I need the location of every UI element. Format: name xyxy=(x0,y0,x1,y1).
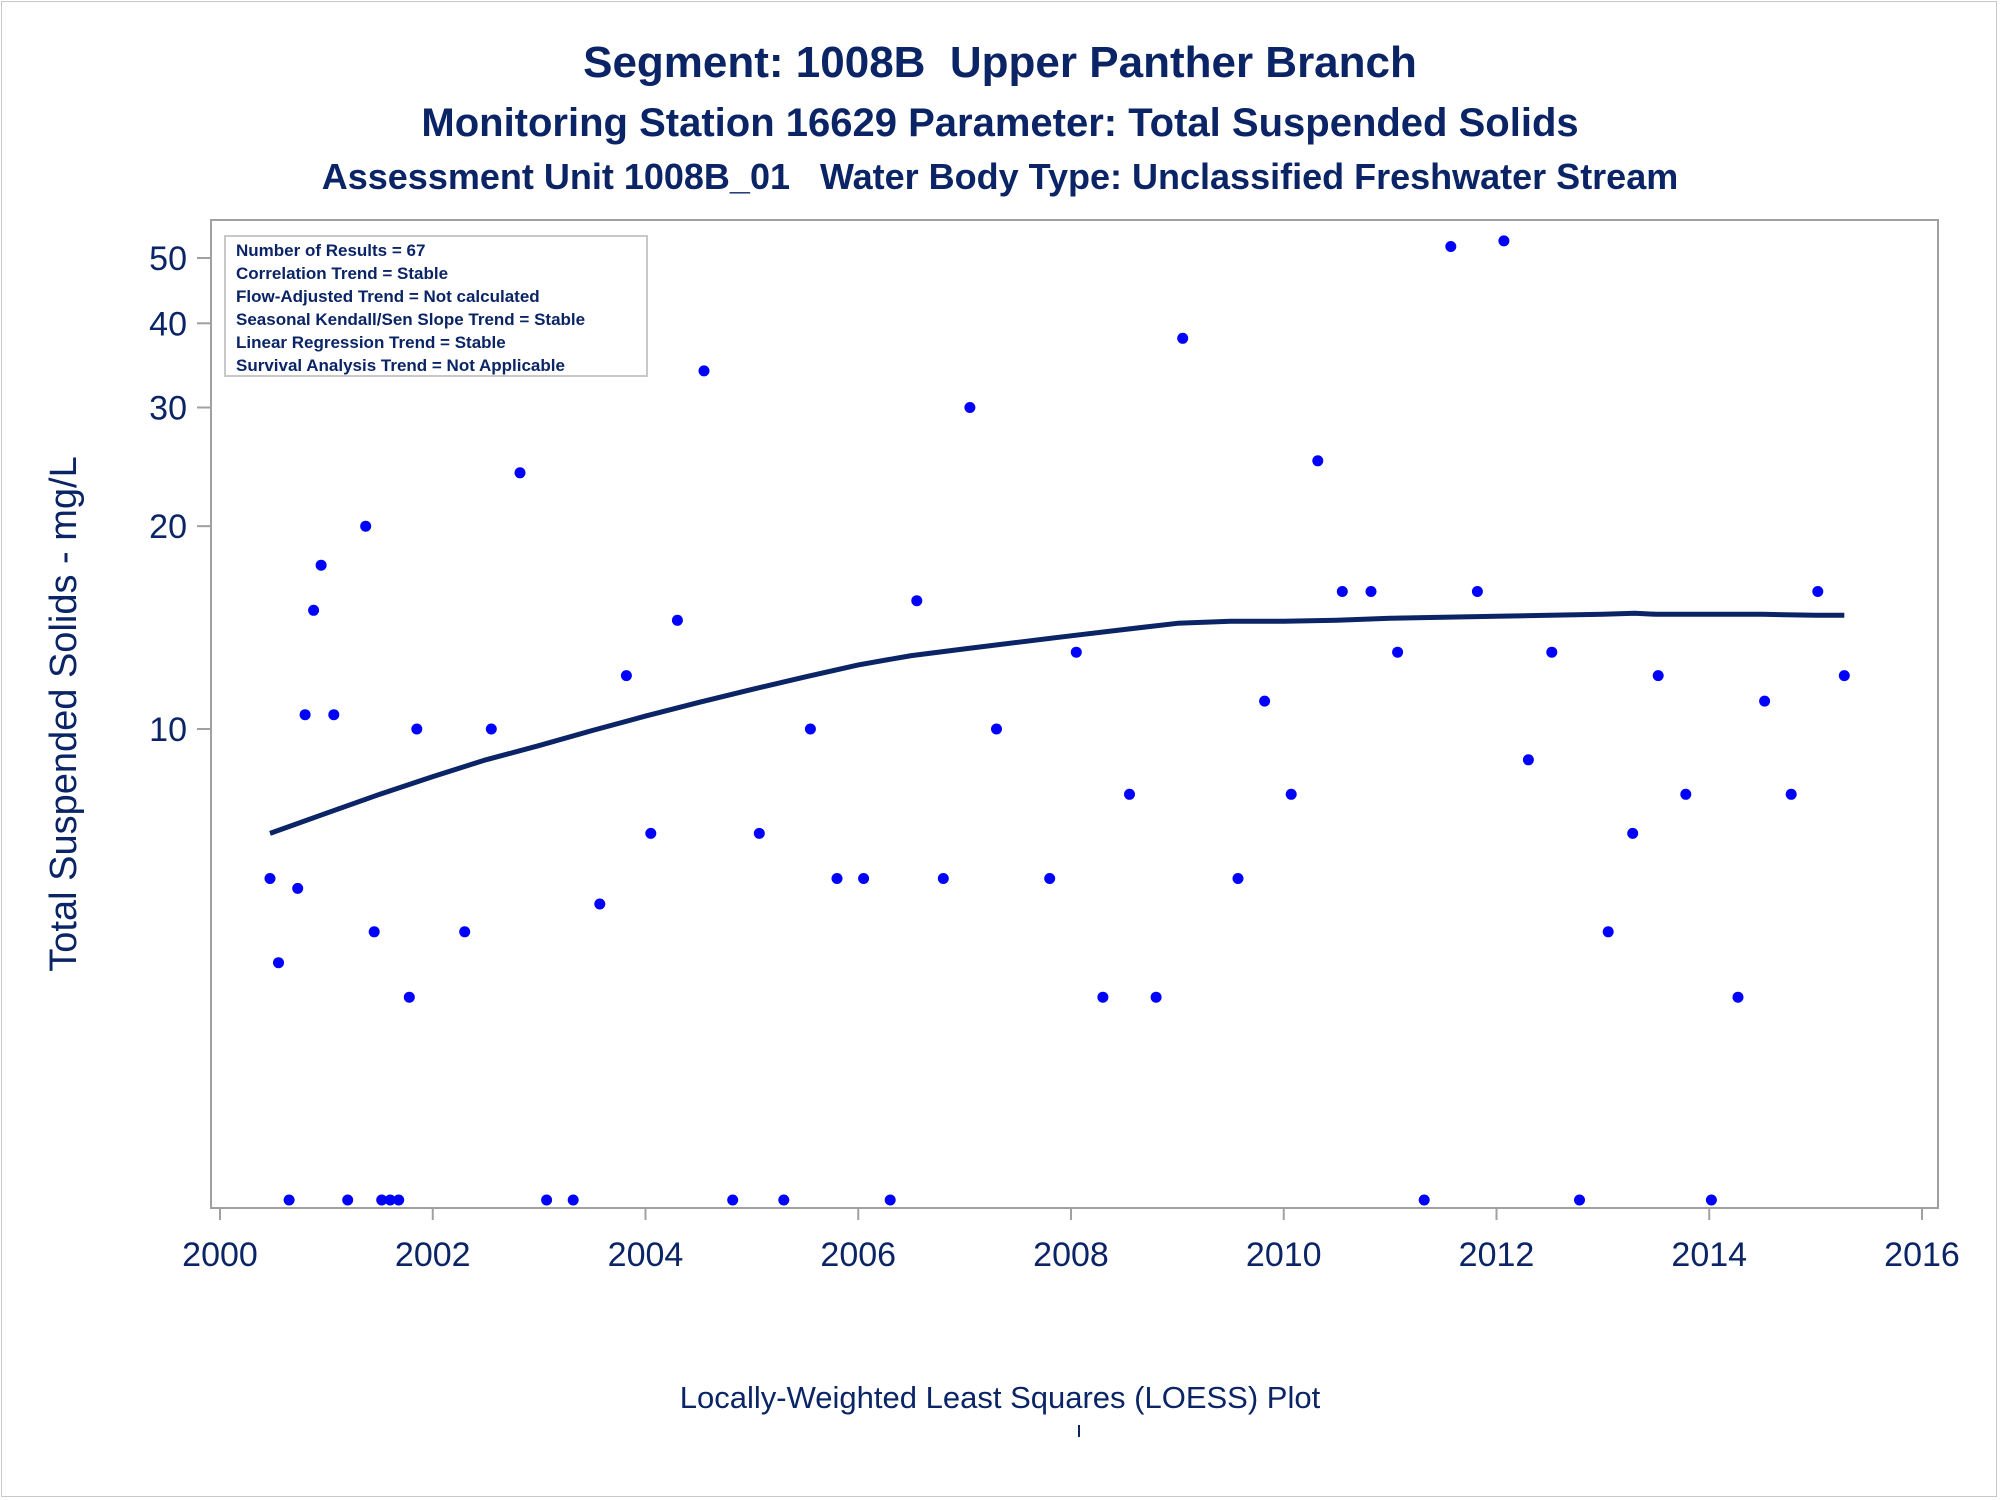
data-point xyxy=(1365,586,1377,597)
data-point xyxy=(292,882,304,894)
x-tick-label: 2006 xyxy=(820,1236,896,1274)
data-point xyxy=(283,1194,295,1206)
data-point xyxy=(1574,1194,1585,1206)
data-point xyxy=(368,926,380,938)
data-point xyxy=(403,991,415,1003)
legend-entry: Linear Regression Trend = Stable xyxy=(236,333,506,352)
y-tick-label: 20 xyxy=(149,508,187,546)
legend-entry: Seasonal Kendall/Sen Slope Trend = Stabl… xyxy=(236,310,585,329)
data-point xyxy=(645,827,657,839)
legend-entry: Correlation Trend = Stable xyxy=(236,264,448,283)
data-point xyxy=(541,1194,553,1206)
x-tick-label: 2016 xyxy=(1884,1236,1960,1274)
y-tick-label: 10 xyxy=(149,711,187,749)
data-point xyxy=(1546,646,1558,658)
chart-subtitle: Monitoring Station 16629 Parameter: Tota… xyxy=(421,101,1579,145)
data-point xyxy=(360,520,372,532)
data-point xyxy=(1044,873,1056,884)
data-point xyxy=(698,365,710,377)
data-point xyxy=(1445,241,1457,252)
data-point xyxy=(1498,235,1510,247)
data-point xyxy=(778,1194,790,1206)
legend-entry: Survival Analysis Trend = Not Applicable xyxy=(236,356,565,375)
data-point xyxy=(1285,788,1297,800)
data-point xyxy=(884,1194,896,1206)
data-point xyxy=(1732,991,1744,1003)
data-point xyxy=(315,559,327,571)
data-point xyxy=(1785,788,1797,800)
x-tick-label: 2010 xyxy=(1246,1236,1322,1274)
footnote-mark xyxy=(1078,1425,1080,1437)
data-point xyxy=(308,604,320,616)
data-point xyxy=(804,723,816,735)
y-tick-label: 50 xyxy=(149,240,187,278)
chart-footnote: Locally-Weighted Least Squares (LOESS) P… xyxy=(679,1380,1321,1415)
legend-box xyxy=(224,235,648,377)
loess-line xyxy=(269,610,1845,836)
data-point xyxy=(273,957,284,969)
data-point xyxy=(393,1194,405,1206)
data-point xyxy=(1070,646,1082,658)
legend-entry: Number of Results = 67 xyxy=(236,241,425,260)
x-tick-label: 2014 xyxy=(1671,1236,1747,1274)
x-tick-label: 2000 xyxy=(182,1236,258,1274)
x-tick-label: 2008 xyxy=(1033,1236,1109,1274)
data-point xyxy=(299,709,311,721)
data-point xyxy=(1392,646,1404,658)
data-point xyxy=(1418,1194,1430,1206)
chart-subtitle-2: Assessment Unit 1008B_01 Water Body Type… xyxy=(321,156,1679,197)
plot-area xyxy=(210,219,1939,1209)
data-point xyxy=(671,614,683,626)
data-point xyxy=(485,723,497,735)
data-point xyxy=(1522,754,1534,766)
data-point xyxy=(1259,695,1271,707)
data-point xyxy=(411,723,423,735)
y-tick-label: 40 xyxy=(149,305,187,343)
data-point xyxy=(1124,788,1135,800)
legend-entry: Flow-Adjusted Trend = Not calculated xyxy=(236,287,540,306)
data-point xyxy=(727,1194,739,1206)
x-tick-label: 2002 xyxy=(395,1236,471,1274)
x-tick-label: 2012 xyxy=(1459,1236,1535,1274)
data-point xyxy=(858,873,870,884)
data-point xyxy=(459,926,471,938)
data-point xyxy=(1336,586,1348,597)
y-tick-label: 30 xyxy=(149,389,187,427)
data-point xyxy=(1097,991,1109,1003)
data-point xyxy=(1680,788,1692,800)
data-point xyxy=(753,827,765,839)
data-point xyxy=(1232,873,1244,884)
data-point xyxy=(1627,827,1639,839)
data-point xyxy=(1312,455,1324,467)
data-point xyxy=(1759,695,1771,707)
data-point xyxy=(620,670,632,682)
data-point xyxy=(1838,670,1850,682)
chart-title: Segment: 1008B Upper Panther Branch xyxy=(583,38,1417,87)
data-point xyxy=(594,898,606,910)
data-point xyxy=(964,402,976,413)
data-point xyxy=(567,1194,579,1206)
data-point xyxy=(1812,586,1824,597)
data-point xyxy=(514,467,526,479)
data-point xyxy=(376,1194,388,1206)
data-point xyxy=(911,595,923,607)
data-point xyxy=(342,1194,354,1206)
data-point xyxy=(264,873,276,884)
x-tick-label: 2004 xyxy=(608,1236,684,1274)
data-point xyxy=(1150,991,1162,1003)
data-point xyxy=(384,1194,396,1206)
data-point xyxy=(937,873,949,884)
data-point xyxy=(1602,926,1614,938)
data-point xyxy=(1652,670,1664,682)
data-point xyxy=(1705,1194,1717,1206)
data-point xyxy=(1177,332,1189,344)
data-point xyxy=(328,709,340,721)
data-point xyxy=(991,723,1002,735)
data-point xyxy=(831,873,843,884)
data-point xyxy=(1471,586,1483,597)
y-axis-label: Total Suspended Solids - mg/L xyxy=(43,456,85,971)
